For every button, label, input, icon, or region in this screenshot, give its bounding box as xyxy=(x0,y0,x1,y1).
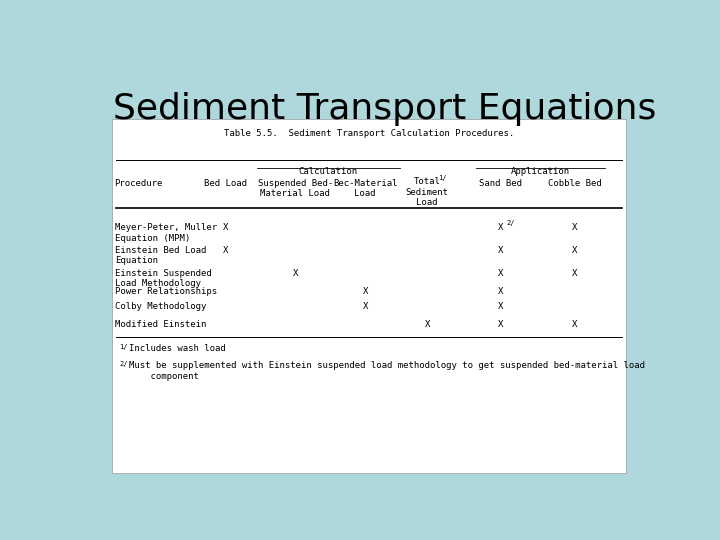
Text: Procedure: Procedure xyxy=(114,179,162,188)
Text: X: X xyxy=(362,302,368,311)
Text: X: X xyxy=(498,320,503,329)
Text: Includes wash load: Includes wash load xyxy=(129,343,225,353)
Text: Modified Einstein: Modified Einstein xyxy=(114,320,206,329)
Text: Bec-Material
Load: Bec-Material Load xyxy=(333,179,397,198)
Text: Bed Load: Bed Load xyxy=(204,179,247,188)
Text: X: X xyxy=(293,269,298,278)
Text: Total: Total xyxy=(414,177,441,186)
Text: Calculation: Calculation xyxy=(299,167,358,176)
Text: 1/: 1/ xyxy=(120,343,128,349)
Text: Suspended Bed-
Material Load: Suspended Bed- Material Load xyxy=(258,179,333,198)
Text: X: X xyxy=(223,224,228,232)
Text: Cobble Bed: Cobble Bed xyxy=(547,179,601,188)
Text: X: X xyxy=(572,246,577,255)
Text: 2/: 2/ xyxy=(120,361,128,367)
Text: X: X xyxy=(362,287,368,295)
Text: X: X xyxy=(498,224,503,232)
Text: Einstein Bed Load
Equation: Einstein Bed Load Equation xyxy=(114,246,206,265)
Text: Sand Bed: Sand Bed xyxy=(480,179,522,188)
Text: X: X xyxy=(572,320,577,329)
Text: 1/: 1/ xyxy=(438,175,446,181)
Text: Colby Methodology: Colby Methodology xyxy=(114,302,206,311)
Text: X: X xyxy=(498,269,503,278)
Text: X: X xyxy=(424,320,430,329)
Text: X: X xyxy=(572,224,577,232)
Text: Sediment
Load: Sediment Load xyxy=(405,188,449,207)
Text: X: X xyxy=(223,246,228,255)
Text: X: X xyxy=(498,287,503,295)
Text: X: X xyxy=(572,269,577,278)
Text: Must be supplemented with Einstein suspended load methodology to get suspended b: Must be supplemented with Einstein suspe… xyxy=(129,361,644,381)
FancyBboxPatch shape xyxy=(112,119,626,473)
Text: 2/: 2/ xyxy=(507,220,516,226)
Text: Sediment Transport Equations: Sediment Transport Equations xyxy=(113,92,657,126)
Text: Power Relationships: Power Relationships xyxy=(114,287,217,295)
Text: X: X xyxy=(498,246,503,255)
Text: Einstein Suspended
Load Methodology: Einstein Suspended Load Methodology xyxy=(114,269,212,288)
Text: Table 5.5.  Sediment Transport Calculation Procedures.: Table 5.5. Sediment Transport Calculatio… xyxy=(224,129,514,138)
Text: X: X xyxy=(498,302,503,311)
Text: Application: Application xyxy=(511,167,570,176)
Text: Meyer-Peter, Muller
Equation (MPM): Meyer-Peter, Muller Equation (MPM) xyxy=(114,224,217,243)
